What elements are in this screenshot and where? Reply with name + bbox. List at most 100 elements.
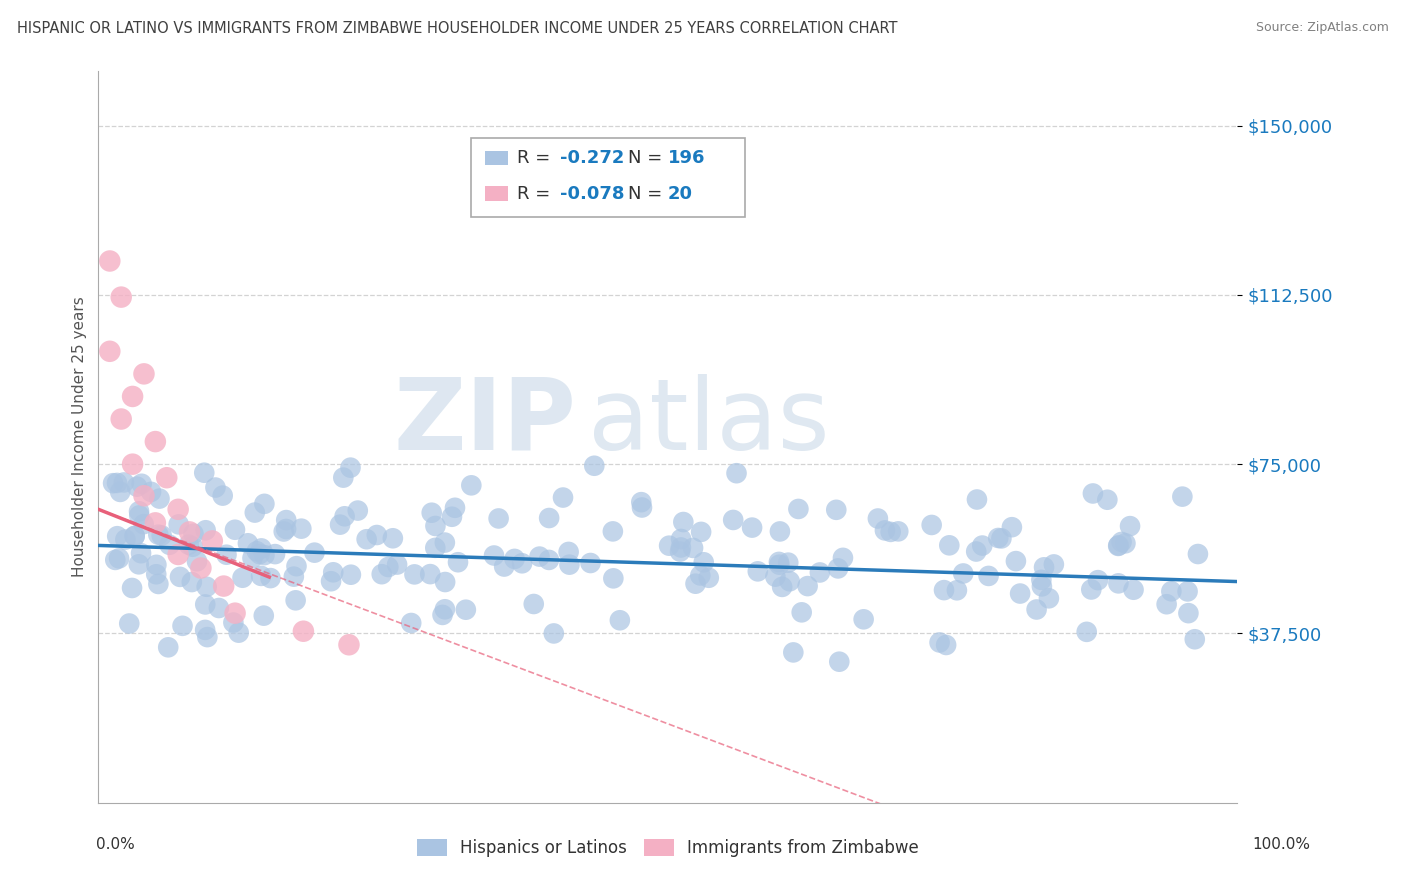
- Point: [195, 580, 218, 594]
- Point: [105, 529, 128, 543]
- Point: [110, 412, 132, 426]
- Point: [145, 516, 167, 530]
- Point: [231, 571, 253, 585]
- Point: [253, 608, 276, 623]
- Point: [290, 522, 312, 536]
- Point: [965, 544, 987, 558]
- Point: [1160, 584, 1182, 599]
- Point: [145, 434, 167, 449]
- Point: [276, 513, 298, 527]
- Point: [132, 367, 155, 381]
- Point: [1184, 632, 1206, 647]
- Point: [887, 524, 910, 539]
- Point: [1187, 547, 1209, 561]
- Point: [825, 503, 848, 517]
- Point: [693, 555, 716, 569]
- Point: [243, 506, 266, 520]
- Point: [669, 532, 692, 546]
- Point: [98, 344, 121, 359]
- Point: [782, 645, 804, 659]
- Point: [583, 458, 606, 473]
- Point: [128, 508, 150, 523]
- Point: [108, 484, 131, 499]
- Point: [1033, 560, 1056, 574]
- Point: [179, 524, 201, 539]
- Point: [121, 389, 143, 403]
- Point: [796, 579, 818, 593]
- Point: [460, 478, 482, 492]
- Point: [404, 567, 426, 582]
- Point: [1107, 576, 1129, 591]
- Point: [148, 527, 170, 541]
- Point: [169, 570, 191, 584]
- Point: [482, 549, 505, 563]
- Point: [425, 541, 447, 555]
- Point: [747, 565, 769, 579]
- Point: [672, 515, 695, 529]
- Point: [253, 497, 276, 511]
- Point: [977, 569, 1000, 583]
- Point: [454, 603, 477, 617]
- Point: [972, 539, 994, 553]
- Point: [264, 547, 287, 561]
- Point: [721, 513, 744, 527]
- Point: [273, 524, 295, 539]
- Point: [966, 492, 988, 507]
- Point: [1081, 486, 1104, 500]
- Point: [381, 531, 404, 545]
- Point: [689, 568, 711, 582]
- Point: [186, 554, 208, 568]
- Point: [139, 484, 162, 499]
- Point: [385, 558, 408, 572]
- Point: [222, 615, 245, 630]
- Point: [319, 574, 342, 589]
- Point: [183, 526, 205, 541]
- Point: [250, 541, 273, 556]
- Point: [1001, 520, 1024, 534]
- Point: [195, 630, 218, 644]
- Point: [145, 567, 167, 582]
- Point: [129, 546, 152, 560]
- Point: [1114, 536, 1136, 550]
- Point: [432, 607, 454, 622]
- Point: [212, 579, 235, 593]
- Point: [852, 612, 875, 626]
- Point: [873, 524, 896, 538]
- Point: [215, 548, 238, 562]
- Point: [193, 466, 215, 480]
- Point: [658, 539, 681, 553]
- Point: [125, 480, 148, 494]
- Point: [157, 640, 180, 655]
- Point: [1177, 584, 1199, 599]
- Point: [938, 538, 960, 552]
- Text: atlas: atlas: [588, 374, 830, 471]
- Point: [1076, 624, 1098, 639]
- Point: [224, 606, 246, 620]
- Point: [204, 481, 226, 495]
- Point: [104, 553, 127, 567]
- Point: [779, 574, 801, 589]
- Point: [602, 571, 624, 585]
- Point: [249, 547, 271, 561]
- Point: [366, 528, 388, 542]
- Point: [543, 626, 565, 640]
- Point: [246, 544, 269, 558]
- Point: [669, 541, 692, 555]
- Point: [167, 502, 190, 516]
- Point: [399, 615, 422, 630]
- Point: [105, 475, 128, 490]
- Point: [494, 559, 516, 574]
- Point: [180, 575, 202, 590]
- Point: [1043, 558, 1066, 572]
- Text: HISPANIC OR LATINO VS IMMIGRANTS FROM ZIMBABWE HOUSEHOLDER INCOME UNDER 25 YEARS: HISPANIC OR LATINO VS IMMIGRANTS FROM ZI…: [17, 21, 897, 36]
- Point: [150, 528, 173, 542]
- Point: [827, 561, 849, 575]
- Point: [253, 548, 276, 562]
- Point: [725, 466, 748, 480]
- Point: [292, 624, 315, 639]
- Point: [697, 571, 720, 585]
- Point: [1080, 582, 1102, 597]
- Point: [538, 511, 561, 525]
- Point: [921, 518, 943, 533]
- Text: R =: R =: [517, 149, 557, 167]
